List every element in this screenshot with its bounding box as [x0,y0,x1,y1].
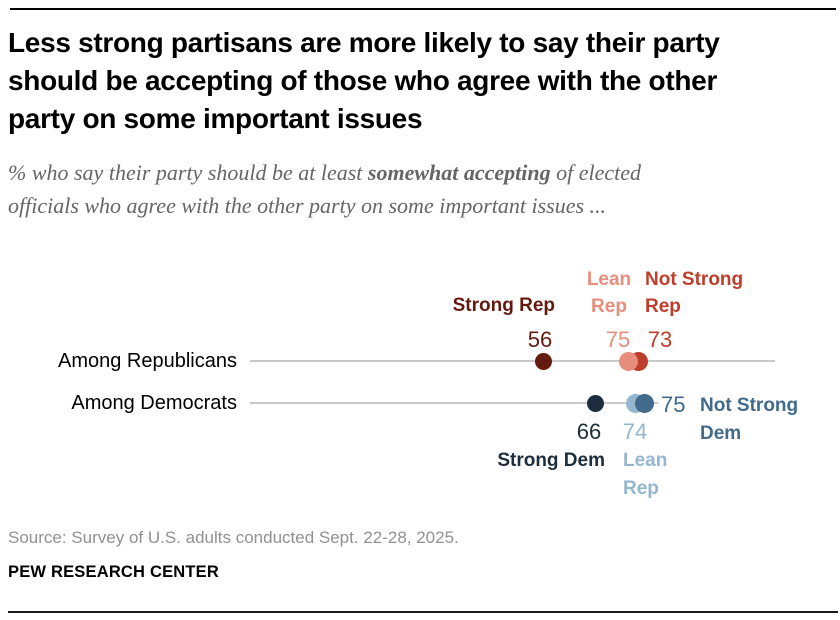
source-note: Source: Survey of U.S. adults conducted … [8,528,459,547]
value-strong-dem: 66 [576,419,602,444]
group-header-lean-rep: Lean Rep [586,269,632,317]
top-divider [10,8,836,10]
bottom-divider [8,611,838,613]
value-not-strong-rep: 73 [647,327,673,352]
title-line: should be accepting of those who agree w… [8,65,718,96]
axis-line-republicans [250,360,775,362]
row-label-republicans: Among Republicans [58,350,237,372]
subtitle-text: officials who agree with the other party… [8,193,607,218]
title-line: Less strong partisans are more likely to… [8,27,720,58]
axis-line-democrats [250,402,658,404]
subtitle-emphasis: somewhat accepting [367,160,551,185]
dot-strong-dem [587,395,604,412]
value-strong-rep: 56 [527,327,553,352]
dot-lean-rep [619,352,638,371]
group-header-strong-rep: Strong Rep [452,295,555,316]
chart-subtitle: % who say their party should be at least… [8,156,641,222]
subtitle-text: of elected [550,160,642,185]
row-label-democrats: Among Democrats [71,392,237,414]
value-lean-dem: 74 [622,419,648,444]
group-header-strong-dem: Strong Dem [497,450,605,471]
group-header-not-strong-rep: Not Strong Rep [645,269,744,317]
value-not-strong-dem: 75 [661,392,686,417]
dot-strong-rep [535,353,552,370]
group-header-lean-dem: Lean Rep [623,450,668,499]
brand-name: PEW RESEARCH CENTER [8,563,219,581]
title-line: party on some important issues [8,103,423,134]
subtitle-text: % who say their party should be at least [8,160,368,185]
dot-not-strong-dem [635,394,654,413]
chart-title: Less strong partisans are more likely to… [8,24,720,138]
group-header-not-strong-dem: Not Strong Dem [700,395,799,444]
value-lean-rep: 75 [605,327,631,352]
